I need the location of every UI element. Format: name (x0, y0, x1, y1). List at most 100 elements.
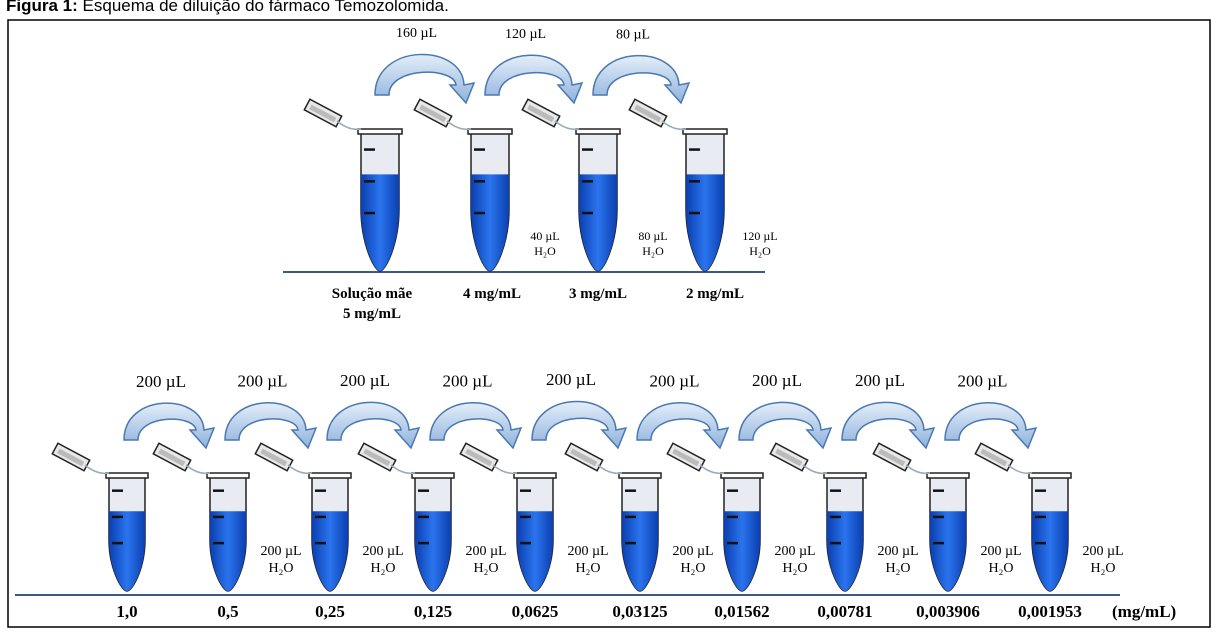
tube-rim (721, 473, 763, 478)
tube-rim (1029, 473, 1071, 478)
transfer-volume: 200 µL (855, 371, 905, 390)
water-volume: 200 µL (877, 544, 918, 559)
concentration-label: 4 mg/mL (463, 286, 521, 302)
concentration-label: 0,003906 (916, 602, 980, 621)
tube-rim (358, 129, 402, 134)
water-solvent: H₂O (680, 561, 705, 576)
concentration-label: 0,125 (414, 602, 452, 621)
tube (52, 443, 148, 591)
transfer-arrow (842, 402, 934, 448)
tube-rim (412, 473, 454, 478)
water-solvent: H₂O (575, 561, 600, 576)
water-volume: 40 µL (530, 229, 559, 243)
cap-strap (493, 465, 517, 473)
cap (975, 443, 1012, 470)
transfer-arrow (327, 402, 419, 448)
liquid (930, 511, 966, 591)
water-volume: 200 µL (260, 544, 301, 559)
liquid (471, 174, 509, 271)
frame (8, 20, 1210, 627)
cap-strap (186, 465, 210, 473)
tube (414, 99, 512, 271)
transfer-arrow (485, 55, 582, 103)
liquid (724, 511, 760, 591)
concentration-label: 5 mg/mL (343, 306, 401, 322)
transfer-arrow (593, 56, 689, 103)
water-volume: 120 µL (742, 229, 777, 243)
cap-strap (803, 465, 827, 473)
cap-strap (391, 465, 415, 473)
concentration-label: 0,01562 (714, 602, 769, 621)
liquid (686, 174, 724, 271)
caption: Figura 1: Esquema de diluição do fármaco… (6, 0, 449, 15)
concentration-label: 2 mg/mL (686, 286, 744, 302)
transfer-volume: 80 µL (616, 28, 650, 43)
liquid (579, 174, 617, 271)
concentration-label: 0,5 (217, 602, 238, 621)
tube-rim (106, 473, 148, 478)
cap-strap (662, 121, 686, 129)
cap-strap (337, 121, 361, 129)
concentration-label: 0,0625 (512, 602, 559, 621)
cap (770, 443, 807, 470)
liquid (622, 511, 658, 591)
water-solvent: H₂O (1090, 561, 1115, 576)
liquid (361, 174, 399, 271)
water-solvent: H₂O (370, 561, 395, 576)
transfer-volume: 200 µL (650, 371, 700, 390)
water-volume: 200 µL (567, 544, 608, 559)
transfer-arrow (430, 403, 521, 448)
tube (153, 443, 249, 591)
tube-rim (514, 473, 556, 478)
liquid (415, 511, 451, 591)
tube-rim (207, 473, 249, 478)
water-solvent: H₂O (534, 244, 556, 258)
water-volume: 80 µL (638, 229, 667, 243)
cap (358, 443, 395, 470)
water-solvent: H₂O (782, 561, 807, 576)
tube-rim (824, 473, 866, 478)
cap (565, 443, 602, 470)
tube-rim (468, 129, 512, 134)
transfer-volume: 200 µL (238, 371, 288, 390)
cap-strap (447, 121, 471, 129)
transfer-volume: 200 µL (340, 371, 390, 390)
concentration-label: 0,001953 (1018, 602, 1082, 621)
water-volume: 200 µL (465, 544, 506, 559)
concentration-label: 0,03125 (612, 602, 667, 621)
water-volume: 200 µL (980, 544, 1021, 559)
transfer-volume: 160 µL (396, 26, 437, 41)
cap (153, 443, 190, 470)
transfer-arrow (375, 54, 474, 103)
tube (304, 99, 402, 271)
cap-strap (288, 465, 312, 473)
water-volume: 200 µL (672, 544, 713, 559)
liquid (312, 511, 348, 591)
cap-strap (598, 465, 622, 473)
cap-strap (85, 465, 109, 473)
transfer-arrow (225, 403, 316, 448)
water-solvent: H₂O (885, 561, 910, 576)
tube-rim (927, 473, 969, 478)
cap (414, 99, 451, 126)
liquid (1032, 511, 1068, 591)
cap (52, 443, 89, 470)
water-solvent: H₂O (473, 561, 498, 576)
cap (522, 99, 559, 126)
water-volume: 200 µL (774, 544, 815, 559)
water-volume: 200 µL (1082, 544, 1123, 559)
tube-rim (683, 129, 727, 134)
tube-rim (309, 473, 351, 478)
transfer-volume: 200 µL (136, 372, 186, 391)
caption-text: Esquema de diluição do fármaco Temozolom… (83, 0, 449, 15)
water-solvent: H₂O (268, 561, 293, 576)
cap-strap (555, 121, 579, 129)
concentration-label: 0,25 (315, 602, 345, 621)
liquid (210, 511, 246, 591)
transfer-volume: 200 µL (443, 371, 493, 390)
cap (629, 99, 666, 126)
liquid (517, 511, 553, 591)
water-solvent: H₂O (642, 244, 664, 258)
transfer-volume: 200 µL (546, 370, 596, 389)
concentration-label: 3 mg/mL (569, 286, 627, 302)
